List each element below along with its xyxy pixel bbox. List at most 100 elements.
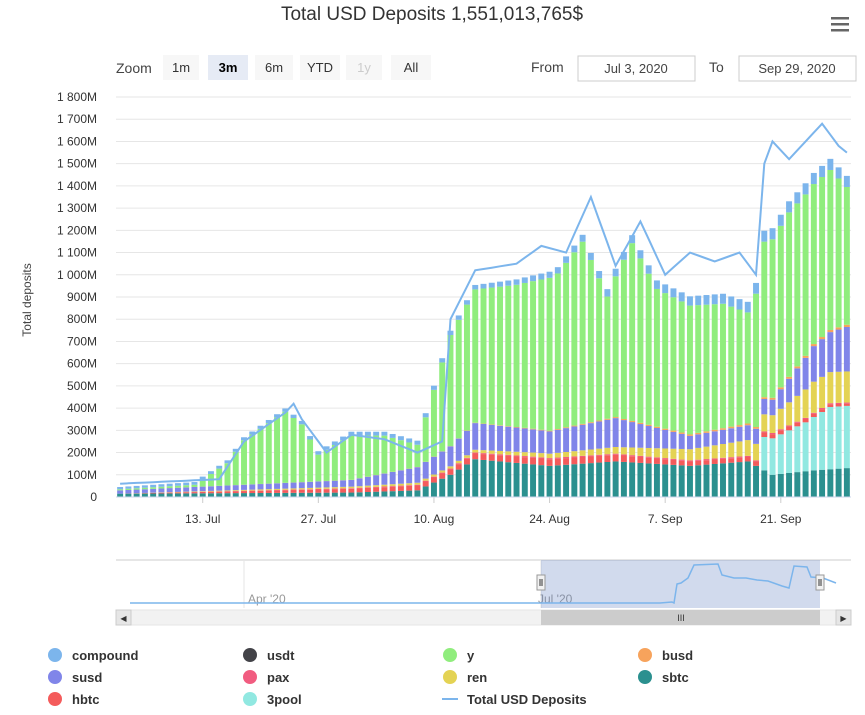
zoom-button-all[interactable]: All <box>391 55 431 80</box>
bar-segment-susd <box>653 427 660 449</box>
bar-segment-hbtc <box>356 488 363 493</box>
bar-segment-sbtc <box>241 493 247 497</box>
bar-segment-susd <box>373 475 380 486</box>
bar-segment-busd <box>670 430 677 432</box>
bar-segment-pax <box>835 402 842 404</box>
bar-segment-pax <box>340 488 347 489</box>
navigator-right-handle[interactable] <box>815 574 825 591</box>
bar-segment-ren <box>662 448 669 459</box>
legend-item-usdt[interactable]: usdt <box>243 648 295 663</box>
legend-label: Total USD Deposits <box>467 692 587 707</box>
bar-segment-sbtc <box>199 493 206 497</box>
x-tick-label: 13. Jul <box>185 512 220 526</box>
legend-item-pax[interactable]: pax <box>243 670 290 685</box>
bar-segment-susd <box>356 478 363 487</box>
bar-segment-ren <box>488 450 495 454</box>
legend-item-3pool[interactable]: 3pool <box>243 692 302 707</box>
bar-segment-hbtc <box>728 458 735 463</box>
bar-segment-sbtc <box>125 493 132 497</box>
zoom-button-1y: 1y <box>346 55 382 80</box>
scrollbar-left-button[interactable] <box>115 609 132 626</box>
bar-segment-pax <box>381 486 388 488</box>
bar-segment-sbtc <box>521 463 528 497</box>
bar-segment-ren <box>290 488 297 490</box>
bar-segment-pax <box>323 488 330 490</box>
bar-segment-ren <box>835 371 842 403</box>
bar-segment-compound <box>521 277 528 283</box>
bar-segment-sbtc <box>769 474 776 497</box>
zoom-button-ytd[interactable]: YTD <box>300 55 340 80</box>
bar-segment-compound <box>554 267 561 274</box>
bar-segment-compound <box>744 301 751 313</box>
legend-item-compound[interactable]: compound <box>48 648 138 663</box>
bar-segment-compound <box>364 431 371 436</box>
legend-item-total-usd-deposits[interactable]: Total USD Deposits <box>442 692 587 707</box>
bar-segment-compound <box>174 483 181 486</box>
scrollbar-thumb[interactable] <box>541 610 820 625</box>
bar-segment-3pool <box>802 422 809 472</box>
bar-segment-y <box>414 444 421 467</box>
bar-segment-busd <box>686 434 693 436</box>
bar-segment-ren <box>728 442 735 458</box>
bar-segment-susd <box>397 470 404 484</box>
bar-segment-pax <box>571 456 578 458</box>
bar-segment-compound <box>224 460 231 464</box>
bar-segment-sbtc <box>290 492 297 497</box>
bar-segment-sbtc <box>364 492 371 497</box>
bar-segment-y <box>563 262 570 428</box>
legend-item-sbtc[interactable]: sbtc <box>638 670 689 685</box>
bar-segment-sbtc <box>604 462 611 497</box>
bar-segment-hbtc <box>315 489 322 493</box>
bar-segment-pax <box>686 460 693 462</box>
bar-segment-pax <box>554 457 561 459</box>
bar-segment-compound <box>455 315 462 320</box>
bar-segment-y <box>637 258 644 423</box>
navigator[interactable]: Apr '20 Jul '20 <box>116 559 851 608</box>
bar-segment-susd <box>587 423 594 450</box>
legend-item-susd[interactable]: susd <box>48 670 102 685</box>
bar-segment-susd <box>513 427 520 452</box>
bar-segment-ren <box>455 460 462 464</box>
bar-segment-hbtc <box>232 491 239 494</box>
from-date-input[interactable] <box>577 55 696 82</box>
bar-segment-y <box>298 424 305 483</box>
bar-segment-y <box>579 241 586 424</box>
legend-label: usdt <box>267 648 295 663</box>
bar-segment-hbtc <box>158 492 165 494</box>
bar-segment-susd <box>744 425 751 441</box>
zoom-button-3m[interactable]: 3m <box>208 55 248 80</box>
legend-item-hbtc[interactable]: hbtc <box>48 692 99 707</box>
bar-segment-pax <box>794 421 801 423</box>
navigator-left-handle[interactable] <box>536 574 546 591</box>
zoom-button-6m[interactable]: 6m <box>255 55 293 80</box>
bar-segment-susd <box>249 484 256 490</box>
scrollbar-right-button[interactable] <box>835 609 852 626</box>
bar-segment-ren <box>736 441 743 457</box>
bar-segment-y <box>290 418 297 483</box>
hamburger-icon[interactable] <box>829 16 851 34</box>
bar-segment-sbtc <box>662 464 669 497</box>
to-date-input[interactable] <box>738 55 857 82</box>
navigator-selected-range[interactable] <box>541 560 820 608</box>
bar-segment-sbtc <box>794 472 801 497</box>
bar-segment-pax <box>497 454 503 456</box>
scrollbar[interactable]: III ◀ ▶ <box>115 609 852 626</box>
bar-segment-hbtc <box>546 459 553 466</box>
bar-segment-ren <box>777 408 784 430</box>
legend-item-y[interactable]: y <box>443 648 475 663</box>
bar-segment-pax <box>744 455 751 457</box>
bar-segment-pax <box>472 452 479 454</box>
bar-segment-y <box>480 288 487 424</box>
bar-segment-compound <box>414 440 421 445</box>
bar-segment-compound <box>241 437 247 441</box>
bar-segment-compound <box>323 446 330 450</box>
bar-segment-pax <box>596 454 603 456</box>
legend-item-ren[interactable]: ren <box>443 670 487 685</box>
bar-segment-sbtc <box>670 464 677 497</box>
zoom-button-1m[interactable]: 1m <box>163 55 199 80</box>
bar-segment-busd <box>728 426 735 429</box>
bar-segment-susd <box>174 487 181 492</box>
legend-item-busd[interactable]: busd <box>638 648 693 663</box>
y-tick-label: 1 700M <box>57 112 97 126</box>
